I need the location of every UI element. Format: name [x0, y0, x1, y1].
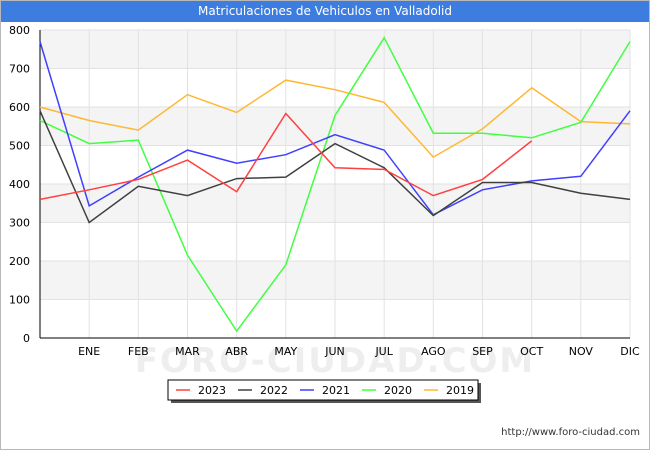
series-line-2019: [39, 79, 631, 159]
legend-label-2021: 2021: [322, 384, 350, 397]
y-tick-label: 0: [23, 332, 30, 345]
chart-title: Matriculaciones de Vehiculos en Valladol…: [1, 1, 649, 22]
x-tick-label: MAY: [274, 345, 297, 358]
series-line-2021: [39, 41, 631, 216]
legend-label-2019: 2019: [446, 384, 474, 397]
x-tick-label: JUN: [324, 345, 345, 358]
series-line-2020: [39, 36, 631, 333]
x-tick-label: MAR: [175, 345, 200, 358]
legend-label-2023: 2023: [198, 384, 226, 397]
y-tick-label: 800: [9, 24, 30, 37]
x-tick-label: NOV: [569, 345, 594, 358]
y-tick-label: 500: [9, 140, 30, 153]
x-tick-label: ABR: [225, 345, 248, 358]
x-tick-label: AGO: [421, 345, 446, 358]
y-tick-label: 700: [9, 63, 30, 76]
series-line-2023: [39, 112, 533, 201]
watermark-text: FORO-CIUDAD.COM: [135, 341, 536, 381]
x-tick-label: FEB: [128, 345, 149, 358]
y-tick-label: 100: [9, 294, 30, 307]
x-tick-label: DIC: [620, 345, 640, 358]
y-tick-label: 400: [9, 178, 30, 191]
series-line-2022: [39, 110, 631, 224]
x-tick-label: SEP: [472, 345, 493, 358]
legend-label-2020: 2020: [384, 384, 412, 397]
x-tick-label: ENE: [78, 345, 100, 358]
legend-label-2022: 2022: [260, 384, 288, 397]
x-tick-label: JUL: [374, 345, 393, 358]
source-url: http://www.foro-ciudad.com: [501, 427, 640, 438]
x-tick-label: OCT: [520, 345, 543, 358]
y-tick-label: 300: [9, 217, 30, 230]
y-tick-label: 600: [9, 101, 30, 114]
legend-box: [167, 379, 479, 401]
y-tick-label: 200: [9, 255, 30, 268]
